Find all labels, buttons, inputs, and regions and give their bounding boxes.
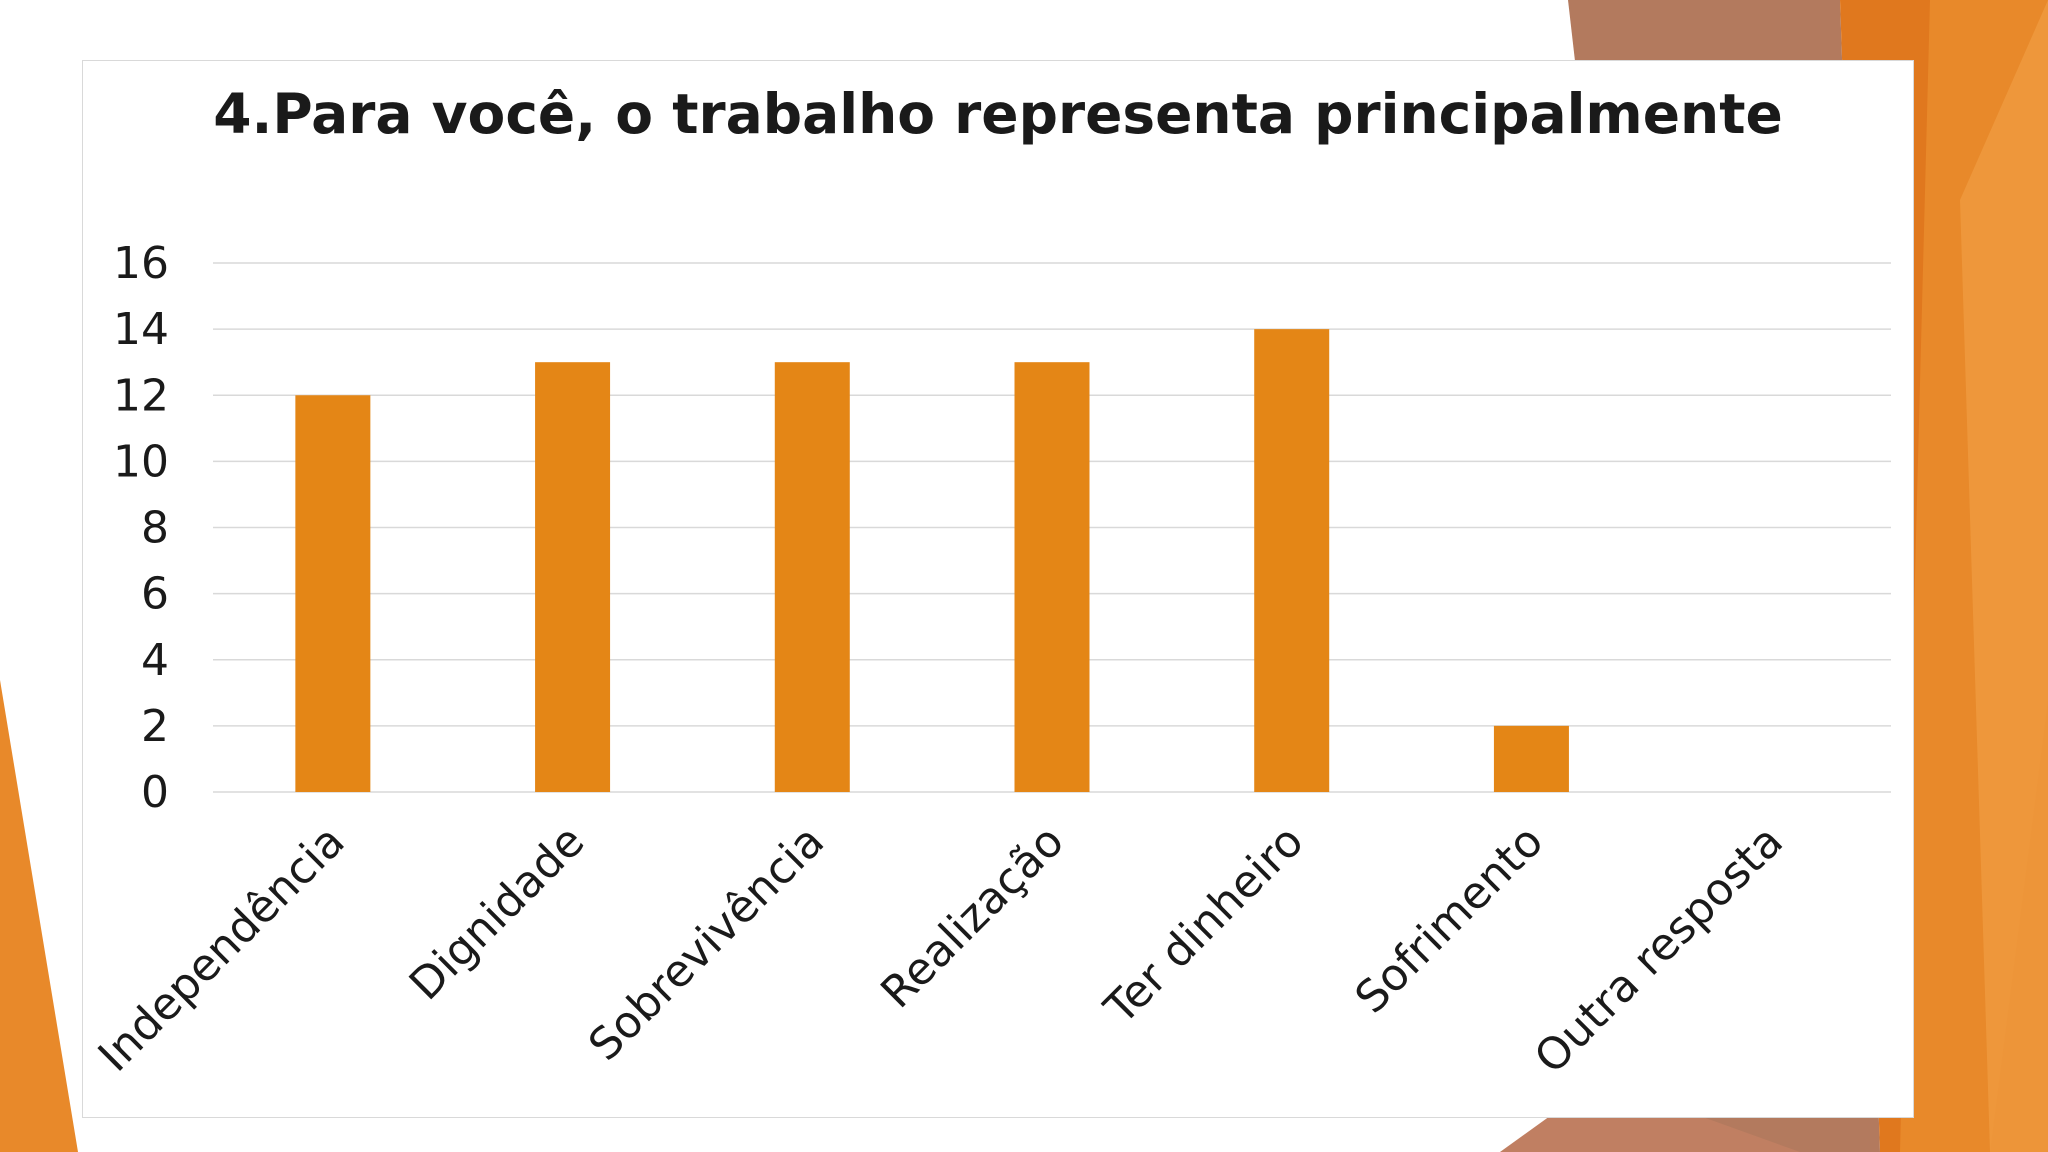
chart-container: 4.Para você, o trabalho representa princ… <box>82 60 1914 1118</box>
x-category-label: Sofrimento <box>1346 816 1554 1024</box>
bar-0 <box>295 395 371 792</box>
y-tick-label: 2 <box>141 701 169 752</box>
y-tick-label: 12 <box>113 370 169 421</box>
x-category-label: Outra resposta <box>1525 816 1793 1084</box>
bar-2 <box>774 362 850 792</box>
chart-title-text: 4.Para você, o trabalho representa princ… <box>213 82 1783 146</box>
chart-title: 4.Para você, o trabalho representa princ… <box>83 79 1913 149</box>
x-category-label: Realização <box>871 816 1073 1018</box>
y-tick-label: 0 <box>141 767 169 818</box>
y-tick-label: 8 <box>141 503 169 554</box>
y-tick-label: 10 <box>113 436 169 487</box>
chart-plot: 0 2 4 6 8 10 12 14 16 Independência DignidadeSobre… <box>89 238 1891 1084</box>
decor-facet-light <box>1960 0 2048 1152</box>
x-category-label: Independência <box>89 816 355 1082</box>
x-category-label: Dignidade <box>400 816 594 1010</box>
y-tick-label: 4 <box>141 635 169 686</box>
decor-facet-left <box>0 680 78 1152</box>
x-category-label: Sobrevivência <box>579 816 834 1071</box>
x-category-label: Ter dinheiro <box>1094 816 1313 1035</box>
y-tick-label: 6 <box>141 569 169 620</box>
bar-3 <box>1014 362 1090 792</box>
bar-1 <box>535 362 611 792</box>
bar-4 <box>1254 329 1330 792</box>
y-tick-label: 14 <box>113 304 169 355</box>
y-tick-label: 16 <box>113 238 169 289</box>
bar-5 <box>1493 725 1569 792</box>
